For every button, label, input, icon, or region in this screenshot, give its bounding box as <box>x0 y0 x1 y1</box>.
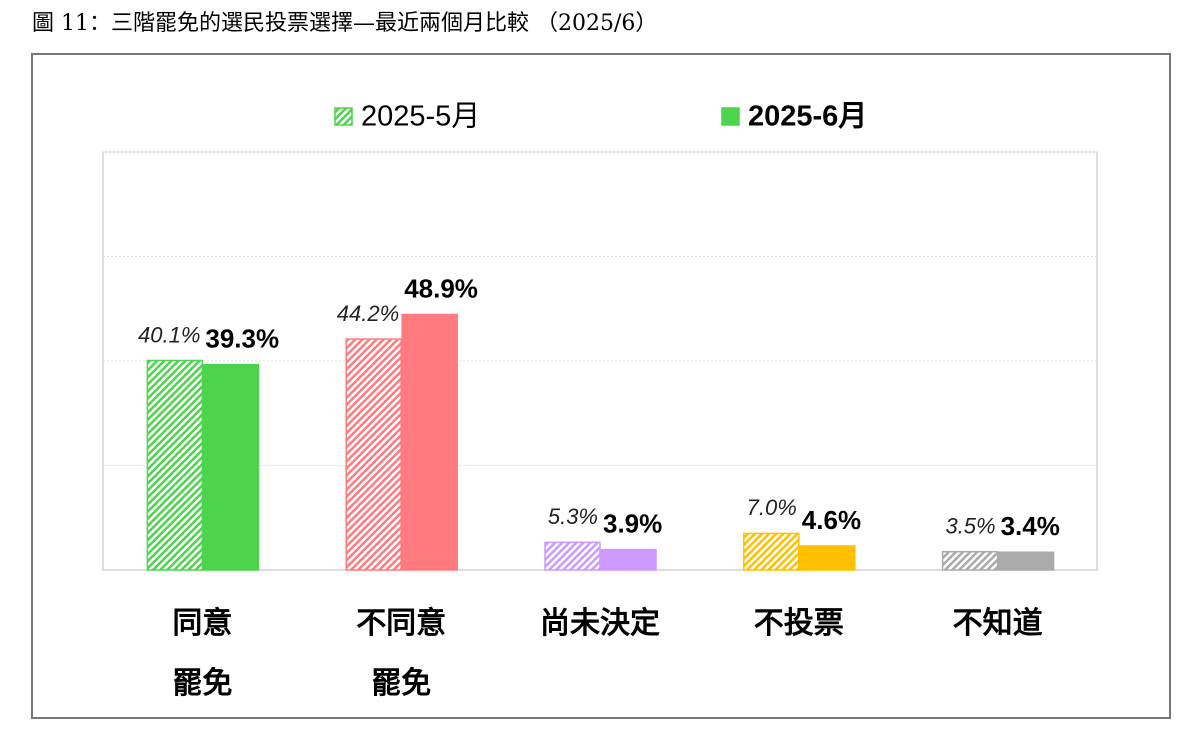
value-label: 4.6% <box>802 505 861 535</box>
bar <box>941 550 999 571</box>
value-label: 39.3% <box>205 324 279 354</box>
value-label: 5.3% <box>548 504 598 529</box>
bar <box>799 545 856 571</box>
legend-label: 2025-5月 <box>361 101 480 133</box>
x-tick-label: 同意 <box>172 606 232 640</box>
bar <box>345 338 402 571</box>
value-label: 3.4% <box>1001 511 1060 541</box>
value-label: 3.5% <box>945 514 995 539</box>
x-tick-label: 不知道 <box>953 607 1043 640</box>
x-tick-label: 罷免 <box>172 667 232 700</box>
legend-swatch <box>721 107 740 126</box>
value-label: 44.2% <box>337 301 399 326</box>
bar <box>600 548 657 571</box>
bar <box>544 541 601 571</box>
bar <box>997 551 1055 571</box>
bar <box>202 363 260 571</box>
value-label: 40.1% <box>138 322 200 347</box>
legend-swatch <box>334 107 353 126</box>
x-tick-label: 尚未決定 <box>540 606 660 640</box>
x-tick-label: 不投票 <box>754 607 844 640</box>
bar <box>401 313 458 571</box>
legend-label: 2025-6月 <box>748 101 867 133</box>
value-label: 7.0% <box>747 495 797 520</box>
x-tick-label: 不同意 <box>356 606 446 640</box>
x-tick-label: 罷免 <box>371 667 431 700</box>
bar <box>743 532 800 571</box>
bar <box>146 359 204 571</box>
chart-frame <box>31 53 1171 719</box>
value-label: 3.9% <box>603 508 662 538</box>
chart-title: 圖 11：三階罷免的選民投票選擇—最近兩個月比較 （2025/6） <box>32 11 657 36</box>
value-label: 48.9% <box>404 273 478 303</box>
